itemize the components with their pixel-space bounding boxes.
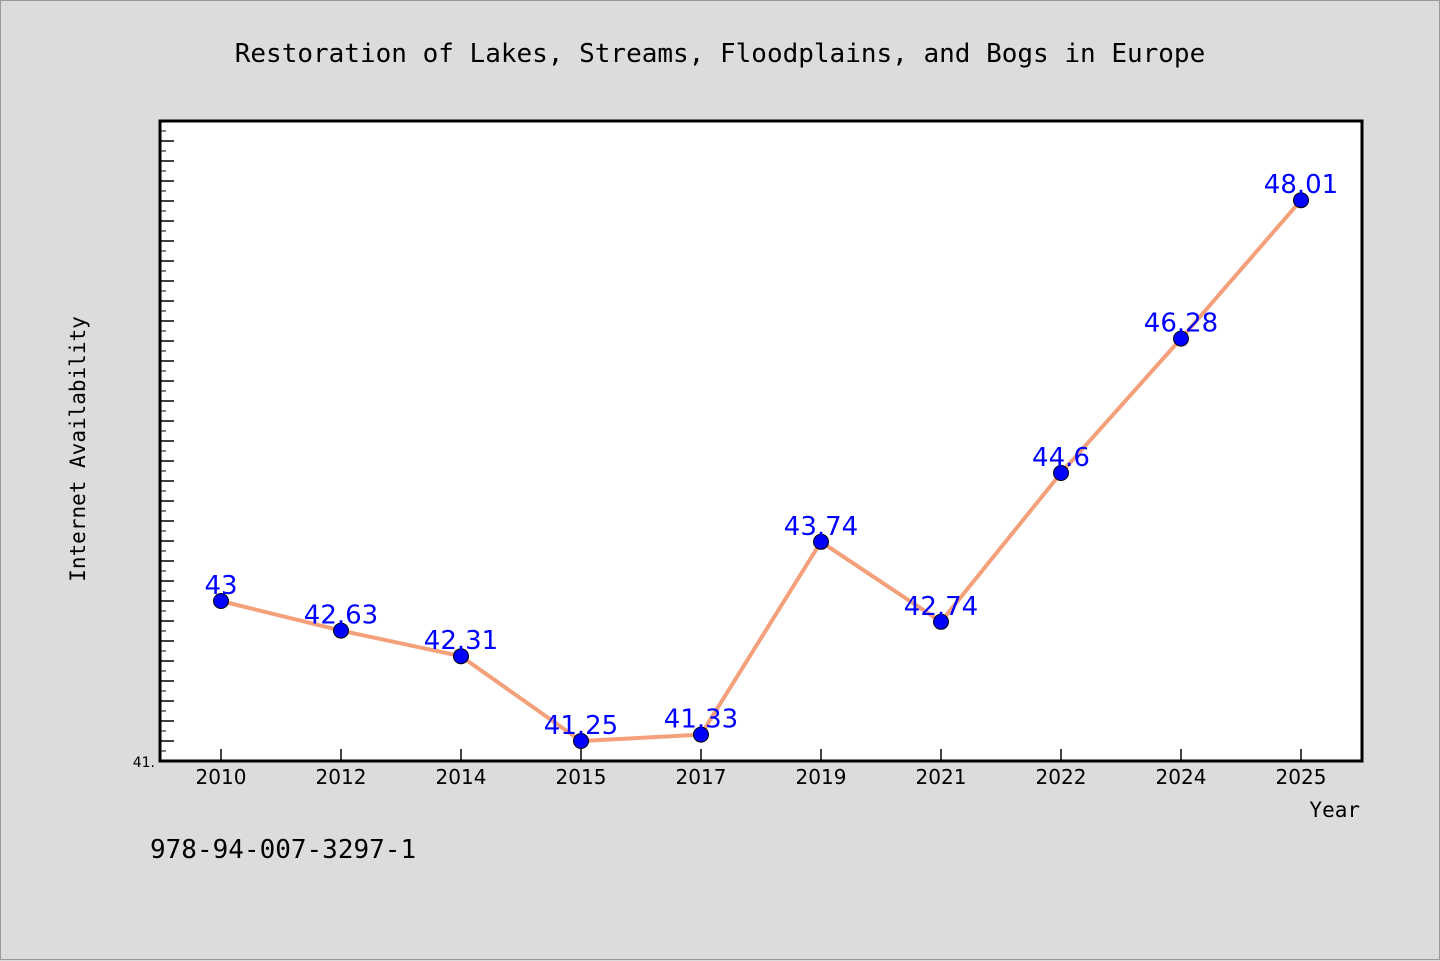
x-tick-label: 2010: [196, 765, 247, 789]
x-tick-label: 2012: [316, 765, 367, 789]
data-label: 44.6: [1032, 443, 1090, 473]
x-tick-label: 2024: [1156, 765, 1207, 789]
x-tick-label: 2017: [676, 765, 727, 789]
plot-area: [158, 119, 1364, 763]
x-tick-label: 2015: [556, 765, 607, 789]
x-tick-label: 2021: [916, 765, 967, 789]
x-tick-label: 2025: [1276, 765, 1327, 789]
data-label: 46.28: [1144, 309, 1218, 339]
data-label: 48.01: [1264, 170, 1338, 200]
data-point: [1293, 192, 1309, 209]
data-point: [333, 622, 349, 639]
data-point: [933, 613, 949, 630]
data-point: [1053, 465, 1069, 481]
data-point: [693, 726, 709, 743]
data-point: [1173, 330, 1189, 347]
y-tick-label: 41.: [133, 755, 155, 771]
x-tick-labels: 2010 2012 2014 2015 2017 2019 2021 2022 2024 2025: [196, 765, 1327, 789]
x-tick-label: 2022: [1036, 765, 1087, 789]
data-label: 41.25: [544, 711, 618, 741]
y-axis-ticks: [160, 120, 174, 762]
data-labels: 43 42.63 42.31 41.25 41.33 43.74 42.74 44.6 46.2…: [204, 170, 1338, 741]
data-label: 41.33: [664, 705, 738, 735]
x-tick-label: 2019: [796, 765, 847, 789]
data-point: [213, 593, 229, 609]
data-label: 42.31: [424, 626, 498, 656]
y-axis-label: Internet Availability: [66, 316, 90, 582]
data-label: 42.63: [304, 601, 378, 631]
x-axis-ticks: [220, 749, 1302, 761]
data-markers: [213, 192, 1309, 749]
data-label: 42.74: [904, 592, 978, 622]
data-label: 43: [204, 571, 237, 601]
data-point: [453, 648, 469, 665]
data-label: 43.74: [784, 512, 858, 542]
isbn-label: 978-94-007-3297-1: [150, 835, 417, 865]
x-axis-label: Year: [1309, 798, 1360, 822]
series-line: [220, 198, 1303, 743]
x-tick-label: 2014: [436, 765, 487, 789]
data-point: [573, 733, 589, 749]
data-point: [813, 533, 829, 550]
chart-title: Restoration of Lakes, Streams, Floodplai…: [235, 39, 1206, 69]
